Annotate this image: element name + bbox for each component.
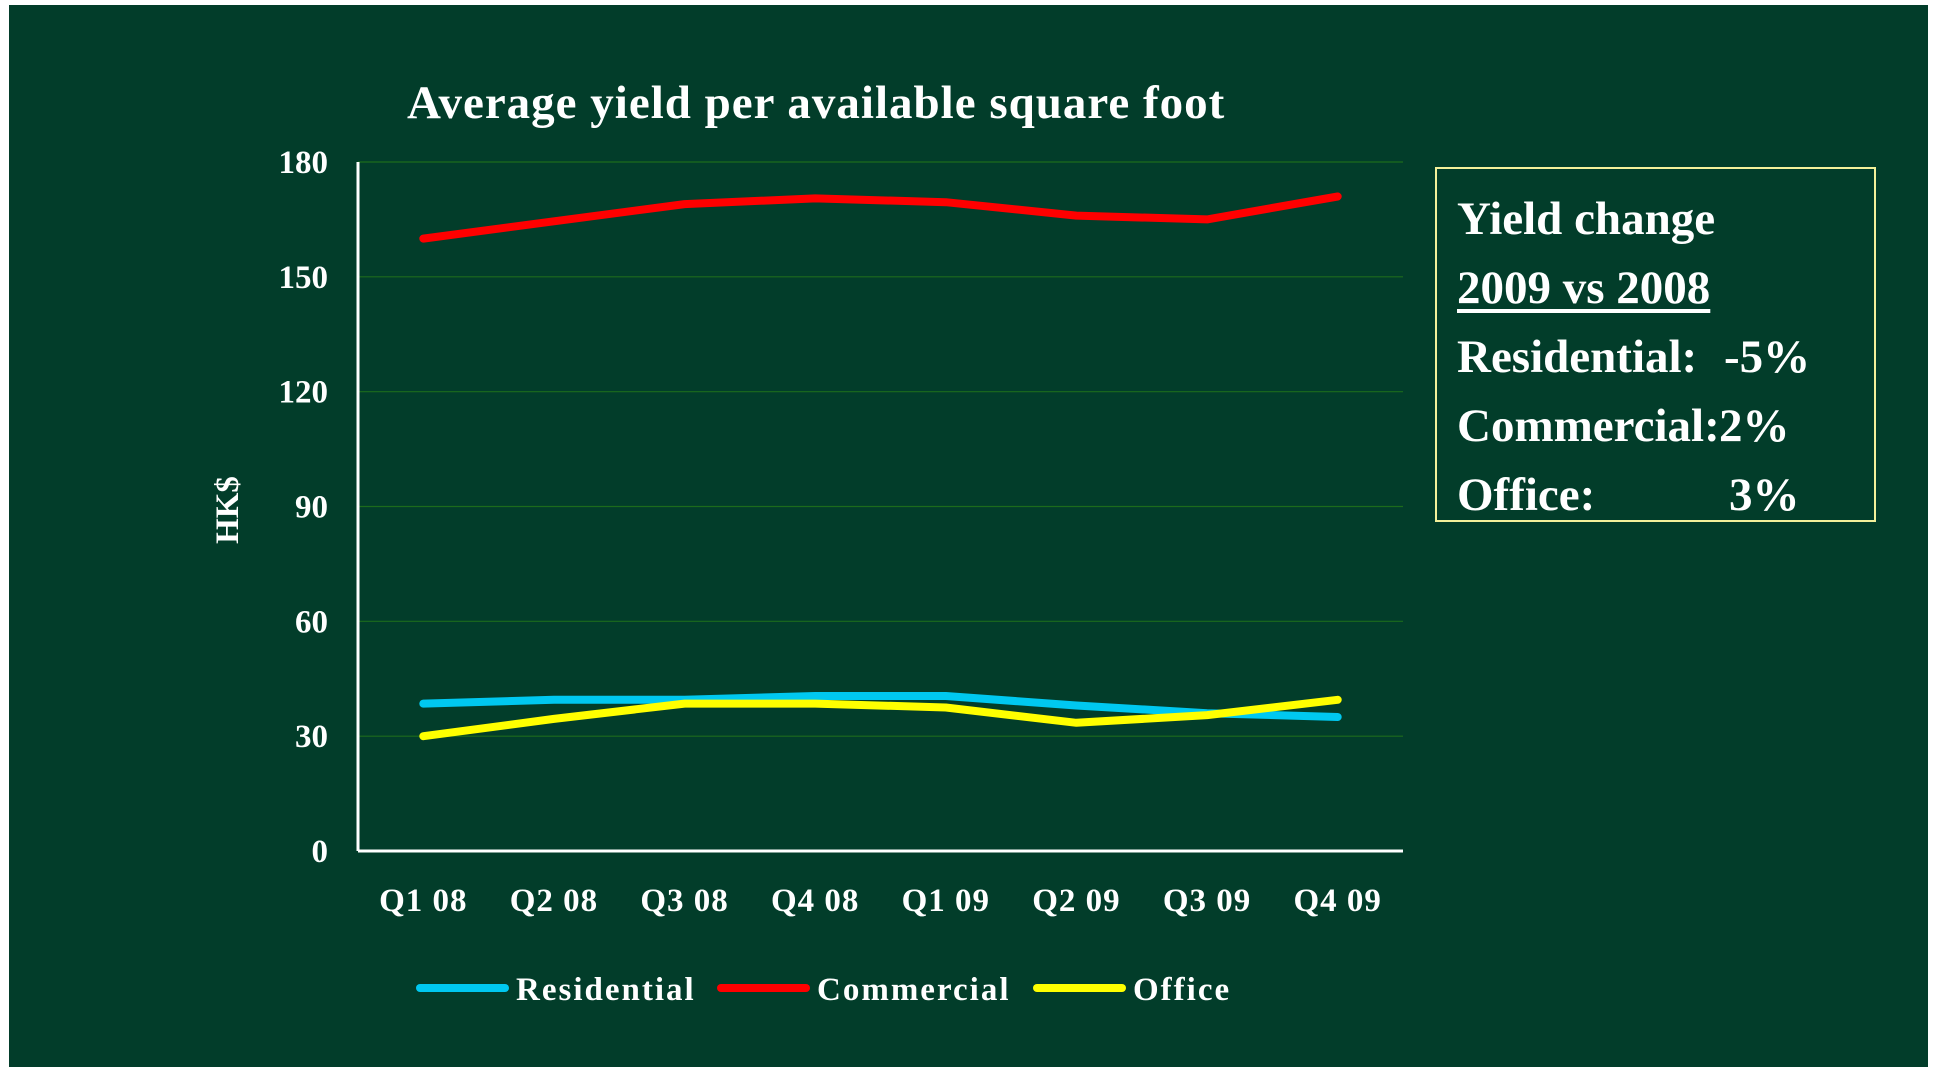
info-label: Commercial: <box>1457 400 1720 452</box>
x-tick-label: Q1 08 <box>379 883 467 919</box>
info-row-commercial: Commercial:2% <box>1457 392 1874 461</box>
info-value: 3% <box>1729 469 1800 521</box>
x-tick-label: Q1 09 <box>902 883 990 919</box>
y-tick-label: 60 <box>295 604 328 640</box>
x-tick-label: Q3 08 <box>640 883 728 919</box>
info-label: Residential: <box>1457 331 1698 383</box>
x-tick-label: Q4 08 <box>771 883 859 919</box>
info-row-residential: Residential: -5% <box>1457 323 1874 392</box>
y-tick-label: 0 <box>312 834 329 870</box>
x-tick-label: Q2 08 <box>510 883 598 919</box>
info-value: 2% <box>1719 400 1790 452</box>
gridlines <box>358 161 1403 737</box>
series-line-commercial <box>419 192 1342 243</box>
series-lines <box>419 192 1342 741</box>
legend-label: Residential <box>516 972 696 1008</box>
slide: Average yield per available square foot … <box>9 5 1928 1067</box>
y-tick-label: 180 <box>279 145 329 181</box>
yield-change-box: Yield change 2009 vs 2008 Residential: -5… <box>1435 167 1876 522</box>
series-line-office <box>419 695 1342 741</box>
legend-item-residential: Residential <box>416 972 696 1008</box>
info-row-office: Office: 3% <box>1457 461 1874 530</box>
y-axis-label: HK$ <box>210 476 246 544</box>
y-tick-label: 150 <box>279 260 329 296</box>
legend-item-office: Office <box>1033 972 1231 1008</box>
info-label: Office: <box>1457 469 1596 521</box>
info-heading: Yield change <box>1457 193 1716 245</box>
legend: Residential Commercial Office <box>416 972 1231 1008</box>
y-tick-label: 30 <box>295 719 328 755</box>
chart-title: Average yield per available square foot <box>407 77 1225 129</box>
line-chart: Average yield per available square foot … <box>210 77 1403 1008</box>
legend-label: Office <box>1133 972 1231 1008</box>
y-tick-label: 90 <box>295 490 328 526</box>
x-axis-ticks: Q1 08 Q2 08 Q3 08 Q4 08 Q1 09 Q2 09 Q3 09 Q4 09 <box>379 883 1381 919</box>
x-tick-label: Q3 09 <box>1163 883 1251 919</box>
info-subheading: 2009 vs 2008 <box>1457 262 1711 314</box>
x-tick-label: Q4 09 <box>1293 883 1381 919</box>
legend-item-commercial: Commercial <box>717 972 1011 1008</box>
x-tick-label: Q2 09 <box>1032 883 1120 919</box>
series-line-residential <box>419 692 1342 721</box>
y-axis-ticks: 0 30 60 90 120 150 180 <box>279 145 329 870</box>
legend-label: Commercial <box>817 972 1011 1008</box>
y-tick-label: 120 <box>279 375 329 411</box>
info-value: -5% <box>1724 331 1811 383</box>
